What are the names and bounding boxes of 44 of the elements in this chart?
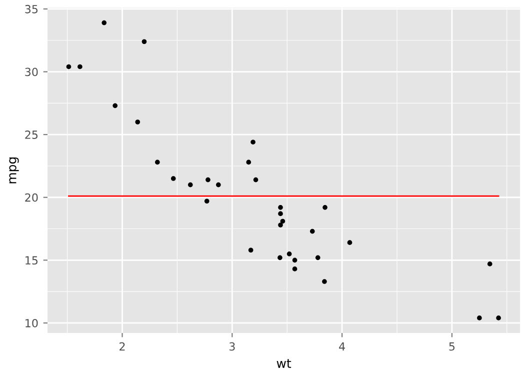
point bbox=[315, 255, 320, 260]
point bbox=[204, 198, 210, 204]
point bbox=[310, 228, 315, 234]
y-tick-label: 35 bbox=[25, 4, 38, 14]
point bbox=[278, 205, 283, 210]
x-axis-title: wt bbox=[276, 359, 292, 368]
point bbox=[278, 255, 282, 260]
point bbox=[155, 160, 160, 165]
x-tick-label: 2 bbox=[120, 342, 125, 350]
y-tick-label: 25 bbox=[25, 130, 38, 139]
y-tick-label: 15 bbox=[26, 256, 38, 265]
point bbox=[102, 20, 107, 26]
x-tick-label: 5 bbox=[449, 342, 455, 351]
point bbox=[248, 248, 254, 253]
point bbox=[280, 218, 286, 224]
point bbox=[496, 316, 501, 320]
point bbox=[292, 266, 298, 272]
point bbox=[216, 182, 221, 188]
point bbox=[170, 176, 176, 181]
point bbox=[66, 64, 72, 70]
point bbox=[250, 140, 256, 145]
point bbox=[112, 103, 118, 108]
point bbox=[487, 262, 492, 266]
point bbox=[253, 177, 258, 182]
point bbox=[142, 39, 147, 44]
point bbox=[286, 251, 292, 256]
point bbox=[278, 211, 283, 216]
y-tick-label: 10 bbox=[26, 318, 38, 328]
point bbox=[278, 222, 283, 228]
point bbox=[206, 177, 210, 182]
point bbox=[135, 120, 140, 124]
point bbox=[246, 160, 252, 165]
point bbox=[78, 64, 82, 70]
point bbox=[188, 182, 193, 188]
point bbox=[292, 258, 298, 263]
x-tick-label: 3 bbox=[229, 342, 235, 351]
point bbox=[322, 205, 328, 210]
y-axis-title: mpg bbox=[9, 157, 19, 184]
point bbox=[322, 279, 327, 284]
y-tick-label: 30 bbox=[25, 68, 38, 76]
y-tick-label: 20 bbox=[25, 193, 38, 202]
point bbox=[477, 316, 482, 320]
x-tick-label: 4 bbox=[339, 342, 345, 350]
point bbox=[347, 240, 352, 245]
